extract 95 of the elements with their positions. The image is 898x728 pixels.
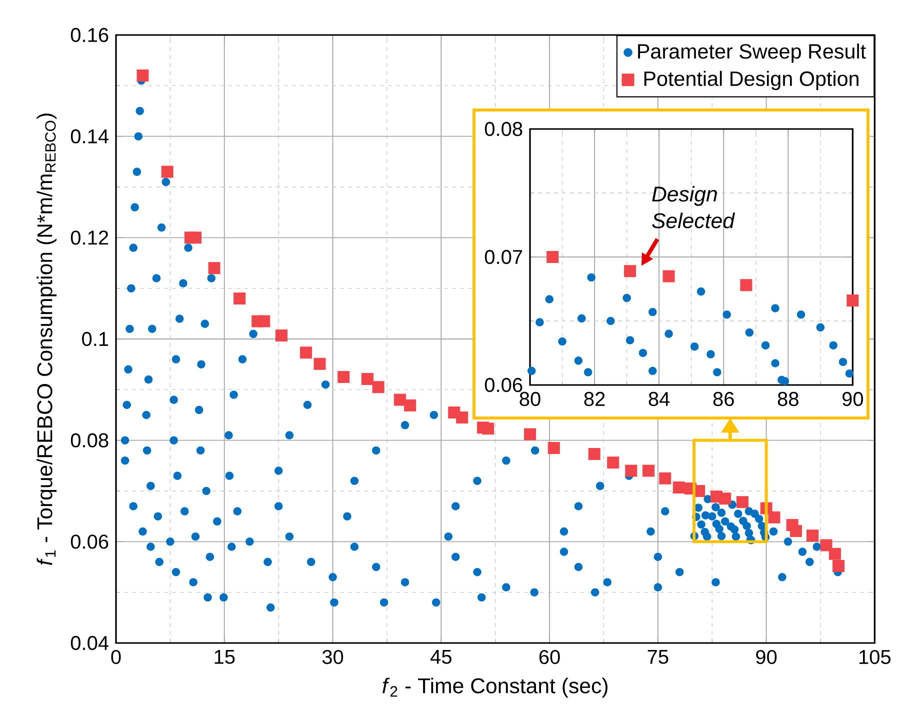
point <box>761 341 770 350</box>
point <box>338 371 350 384</box>
point <box>768 511 780 524</box>
point <box>625 464 638 477</box>
point <box>816 323 825 332</box>
point <box>659 472 672 484</box>
point <box>234 292 246 304</box>
point <box>275 329 288 342</box>
x-tick-label: 45 <box>430 650 452 664</box>
point <box>607 456 620 469</box>
point <box>740 279 752 292</box>
y-tick-label: 0.08 <box>70 433 108 448</box>
point <box>664 330 673 338</box>
point <box>838 358 848 366</box>
point <box>372 381 384 394</box>
point <box>672 481 685 494</box>
y-tick-label: 0.06 <box>484 378 522 392</box>
point <box>587 273 596 282</box>
point <box>790 525 802 538</box>
annotation: Design Selected <box>652 186 736 228</box>
point <box>300 346 312 359</box>
point <box>208 262 220 274</box>
x-tick-label: 30 <box>322 650 344 664</box>
y-tick-label: 0.14 <box>70 129 108 144</box>
legend-label: Potential Design Option <box>644 70 858 90</box>
x-tick-label: 84 <box>648 392 670 406</box>
point <box>584 368 592 376</box>
x-tick-label: 88 <box>778 392 798 406</box>
point <box>361 373 374 386</box>
point <box>558 337 566 346</box>
point <box>638 348 648 358</box>
y-tick-label: 0.16 <box>70 28 108 42</box>
y-axis-title: f$_{1}$ - Torque/REBCO Consumption (N*m/m$_{REBCO}$) <box>36 114 57 566</box>
point <box>136 70 149 82</box>
point <box>806 530 819 542</box>
point <box>796 310 806 319</box>
point <box>574 356 583 365</box>
point <box>546 251 559 264</box>
point <box>690 342 699 351</box>
point <box>771 304 780 312</box>
point <box>258 315 270 328</box>
point <box>524 428 536 440</box>
y-tick-label: 0.12 <box>70 230 108 245</box>
point <box>626 336 634 344</box>
point <box>713 368 722 376</box>
point <box>642 464 655 477</box>
point <box>662 270 675 282</box>
point <box>648 366 657 376</box>
point <box>820 539 832 552</box>
x-tick-label: 82 <box>584 392 605 406</box>
x-tick-label: 90 <box>842 392 864 406</box>
point <box>394 394 406 406</box>
x-tick-label: 80 <box>520 392 540 406</box>
legend-label: Parameter Sweep Result <box>638 44 866 63</box>
point <box>719 492 732 505</box>
point <box>548 442 560 454</box>
point <box>846 294 859 307</box>
point <box>161 166 174 178</box>
x-tick-label: 105 <box>860 650 891 664</box>
y-tick-label: 0.08 <box>484 122 522 136</box>
x-tick-label: 90 <box>756 650 777 664</box>
point <box>482 422 494 435</box>
point <box>745 328 754 337</box>
point <box>771 359 780 368</box>
point <box>314 358 326 370</box>
x-tick-label: 15 <box>214 650 235 664</box>
x-tick-label: 60 <box>539 650 560 664</box>
x-tick-label: 75 <box>648 650 668 664</box>
point <box>189 232 202 244</box>
point <box>606 316 615 326</box>
point <box>404 399 416 412</box>
point <box>622 294 631 302</box>
point <box>624 265 636 278</box>
y-tick-label: 0.1 <box>82 332 108 346</box>
x-tick-label: 86 <box>713 392 734 406</box>
point <box>588 448 600 460</box>
x-tick-label: 0 <box>111 650 121 664</box>
y-tick-label: 0.07 <box>484 250 522 264</box>
y-tick-label: 0.06 <box>70 534 108 549</box>
point <box>527 366 536 376</box>
point <box>736 496 748 508</box>
point <box>828 548 841 560</box>
point <box>545 295 554 304</box>
point <box>696 287 706 296</box>
point <box>456 412 468 424</box>
x-axis-title: f$_{2}$ - Time Constant (sec) <box>382 678 608 698</box>
point <box>536 318 544 326</box>
point <box>706 350 715 358</box>
point <box>829 341 838 350</box>
point <box>578 314 586 323</box>
point <box>845 369 854 378</box>
point <box>722 310 731 319</box>
y-tick-label: 0.04 <box>70 636 108 650</box>
point <box>832 560 845 572</box>
point <box>648 308 657 316</box>
